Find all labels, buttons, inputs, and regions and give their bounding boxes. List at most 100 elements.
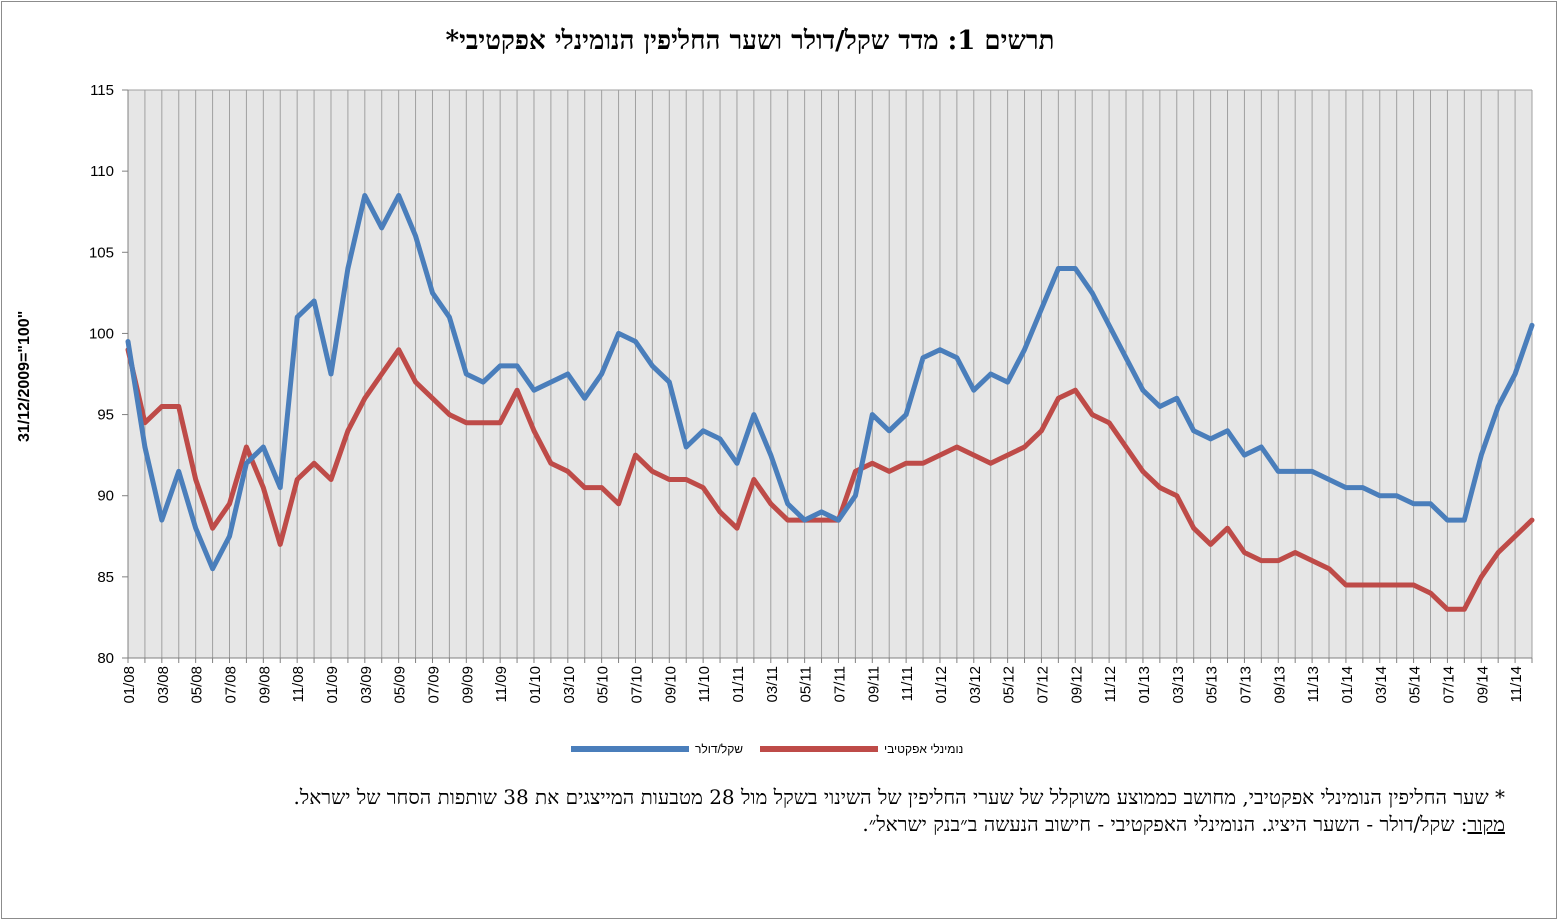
x-tick-label: 09/08 — [256, 666, 273, 704]
data-point-effective — [1326, 566, 1332, 571]
data-point-usd — [599, 371, 604, 377]
data-point-usd — [1225, 428, 1230, 433]
data-point-effective — [1089, 412, 1095, 417]
data-point-effective — [1512, 534, 1518, 539]
data-point-effective — [430, 396, 435, 401]
x-tick-label: 07/09 — [425, 666, 442, 704]
x-tick-label: 05/08 — [189, 666, 206, 704]
data-point-effective — [920, 461, 926, 466]
x-tick-label: 09/11 — [865, 666, 882, 702]
data-point-usd — [633, 339, 638, 344]
x-tick-label: 11/13 — [1305, 666, 1322, 702]
data-point-usd — [717, 436, 723, 442]
data-point-effective — [887, 469, 892, 474]
x-tick-label: 03/11 — [764, 666, 781, 702]
data-point-effective — [633, 452, 638, 458]
y-tick-label: 105 — [89, 244, 114, 261]
data-point-usd — [176, 469, 181, 474]
data-point-usd — [379, 225, 384, 231]
x-tick-label: 01/09 — [324, 666, 341, 704]
legend-item-usd: שקל/דולר — [571, 742, 743, 756]
data-point-usd — [1174, 396, 1179, 401]
data-point-effective — [937, 452, 943, 458]
x-tick-label: 11/10 — [696, 666, 713, 702]
x-tick-label: 01/08 — [121, 666, 138, 704]
data-point-usd — [1157, 404, 1163, 409]
data-point-usd — [1123, 355, 1129, 360]
data-point-usd — [937, 347, 943, 352]
x-tick-label: 03/14 — [1373, 666, 1390, 704]
data-point-usd — [853, 493, 858, 498]
legend-swatch-eff — [760, 746, 878, 752]
data-point-usd — [1276, 469, 1281, 474]
data-point-usd — [531, 388, 537, 393]
data-point-usd — [159, 517, 165, 523]
data-point-usd — [430, 290, 435, 296]
data-point-usd — [870, 412, 875, 417]
data-point-usd — [1462, 517, 1467, 523]
data-point-usd — [582, 396, 587, 401]
data-point-usd — [1309, 469, 1315, 474]
data-point-usd — [954, 355, 960, 360]
data-point-effective — [768, 501, 773, 507]
data-point-effective — [599, 485, 604, 490]
legend-label-usd: שקל/דולר — [695, 742, 744, 756]
x-tick-label: 03/12 — [967, 666, 984, 704]
data-point-effective — [1428, 590, 1433, 596]
data-point-effective — [1191, 525, 1196, 531]
data-point-usd — [1208, 436, 1213, 442]
data-point-effective — [971, 452, 976, 458]
data-point-effective — [1276, 558, 1281, 563]
data-point-usd — [1445, 517, 1450, 523]
data-point-effective — [396, 347, 401, 352]
data-point-effective — [1157, 485, 1163, 490]
data-point-usd — [768, 452, 773, 458]
x-tick-label: 03/13 — [1170, 666, 1187, 704]
data-point-usd — [244, 461, 249, 466]
data-point-effective — [514, 388, 520, 393]
data-point-effective — [1174, 493, 1179, 498]
data-point-effective — [1259, 558, 1264, 563]
data-point-effective — [1343, 582, 1349, 588]
data-point-usd — [988, 371, 993, 377]
data-point-usd — [413, 233, 418, 239]
data-point-effective — [1073, 388, 1078, 393]
data-point-effective — [1005, 452, 1010, 458]
data-point-usd — [227, 534, 232, 539]
data-point-effective — [1445, 607, 1450, 612]
series-line-effective — [125, 347, 1535, 612]
data-point-effective — [1495, 550, 1501, 555]
data-point-usd — [650, 363, 655, 369]
x-tick-label: 05/11 — [798, 666, 815, 702]
data-point-usd — [193, 525, 198, 531]
data-point-usd — [1529, 323, 1535, 328]
data-point-usd — [1292, 469, 1298, 474]
x-tick-label: 01/14 — [1339, 666, 1356, 704]
data-point-effective — [328, 477, 334, 482]
data-point-usd — [903, 412, 909, 417]
data-point-usd — [1039, 306, 1044, 312]
x-tick-label: 05/14 — [1407, 666, 1424, 704]
data-point-effective — [227, 501, 232, 507]
data-point-usd — [294, 315, 300, 320]
data-point-usd — [396, 193, 401, 198]
data-point-usd — [920, 355, 926, 360]
x-tick-label: 09/10 — [662, 666, 679, 704]
data-point-effective — [700, 485, 706, 490]
x-tick-label: 11/14 — [1508, 666, 1525, 702]
data-point-usd — [836, 517, 841, 523]
data-point-usd — [481, 379, 486, 385]
data-point-effective — [1123, 444, 1129, 450]
data-point-effective — [1529, 517, 1535, 523]
series-line-usd — [125, 193, 1535, 572]
data-point-effective — [1225, 525, 1230, 531]
data-point-effective — [870, 461, 875, 466]
data-point-effective — [159, 404, 165, 409]
data-point-effective — [345, 428, 351, 433]
data-point-usd — [1411, 501, 1416, 507]
data-point-effective — [734, 525, 740, 531]
data-point-usd — [1479, 452, 1484, 458]
data-point-usd — [700, 428, 706, 433]
data-point-effective — [1022, 444, 1027, 450]
